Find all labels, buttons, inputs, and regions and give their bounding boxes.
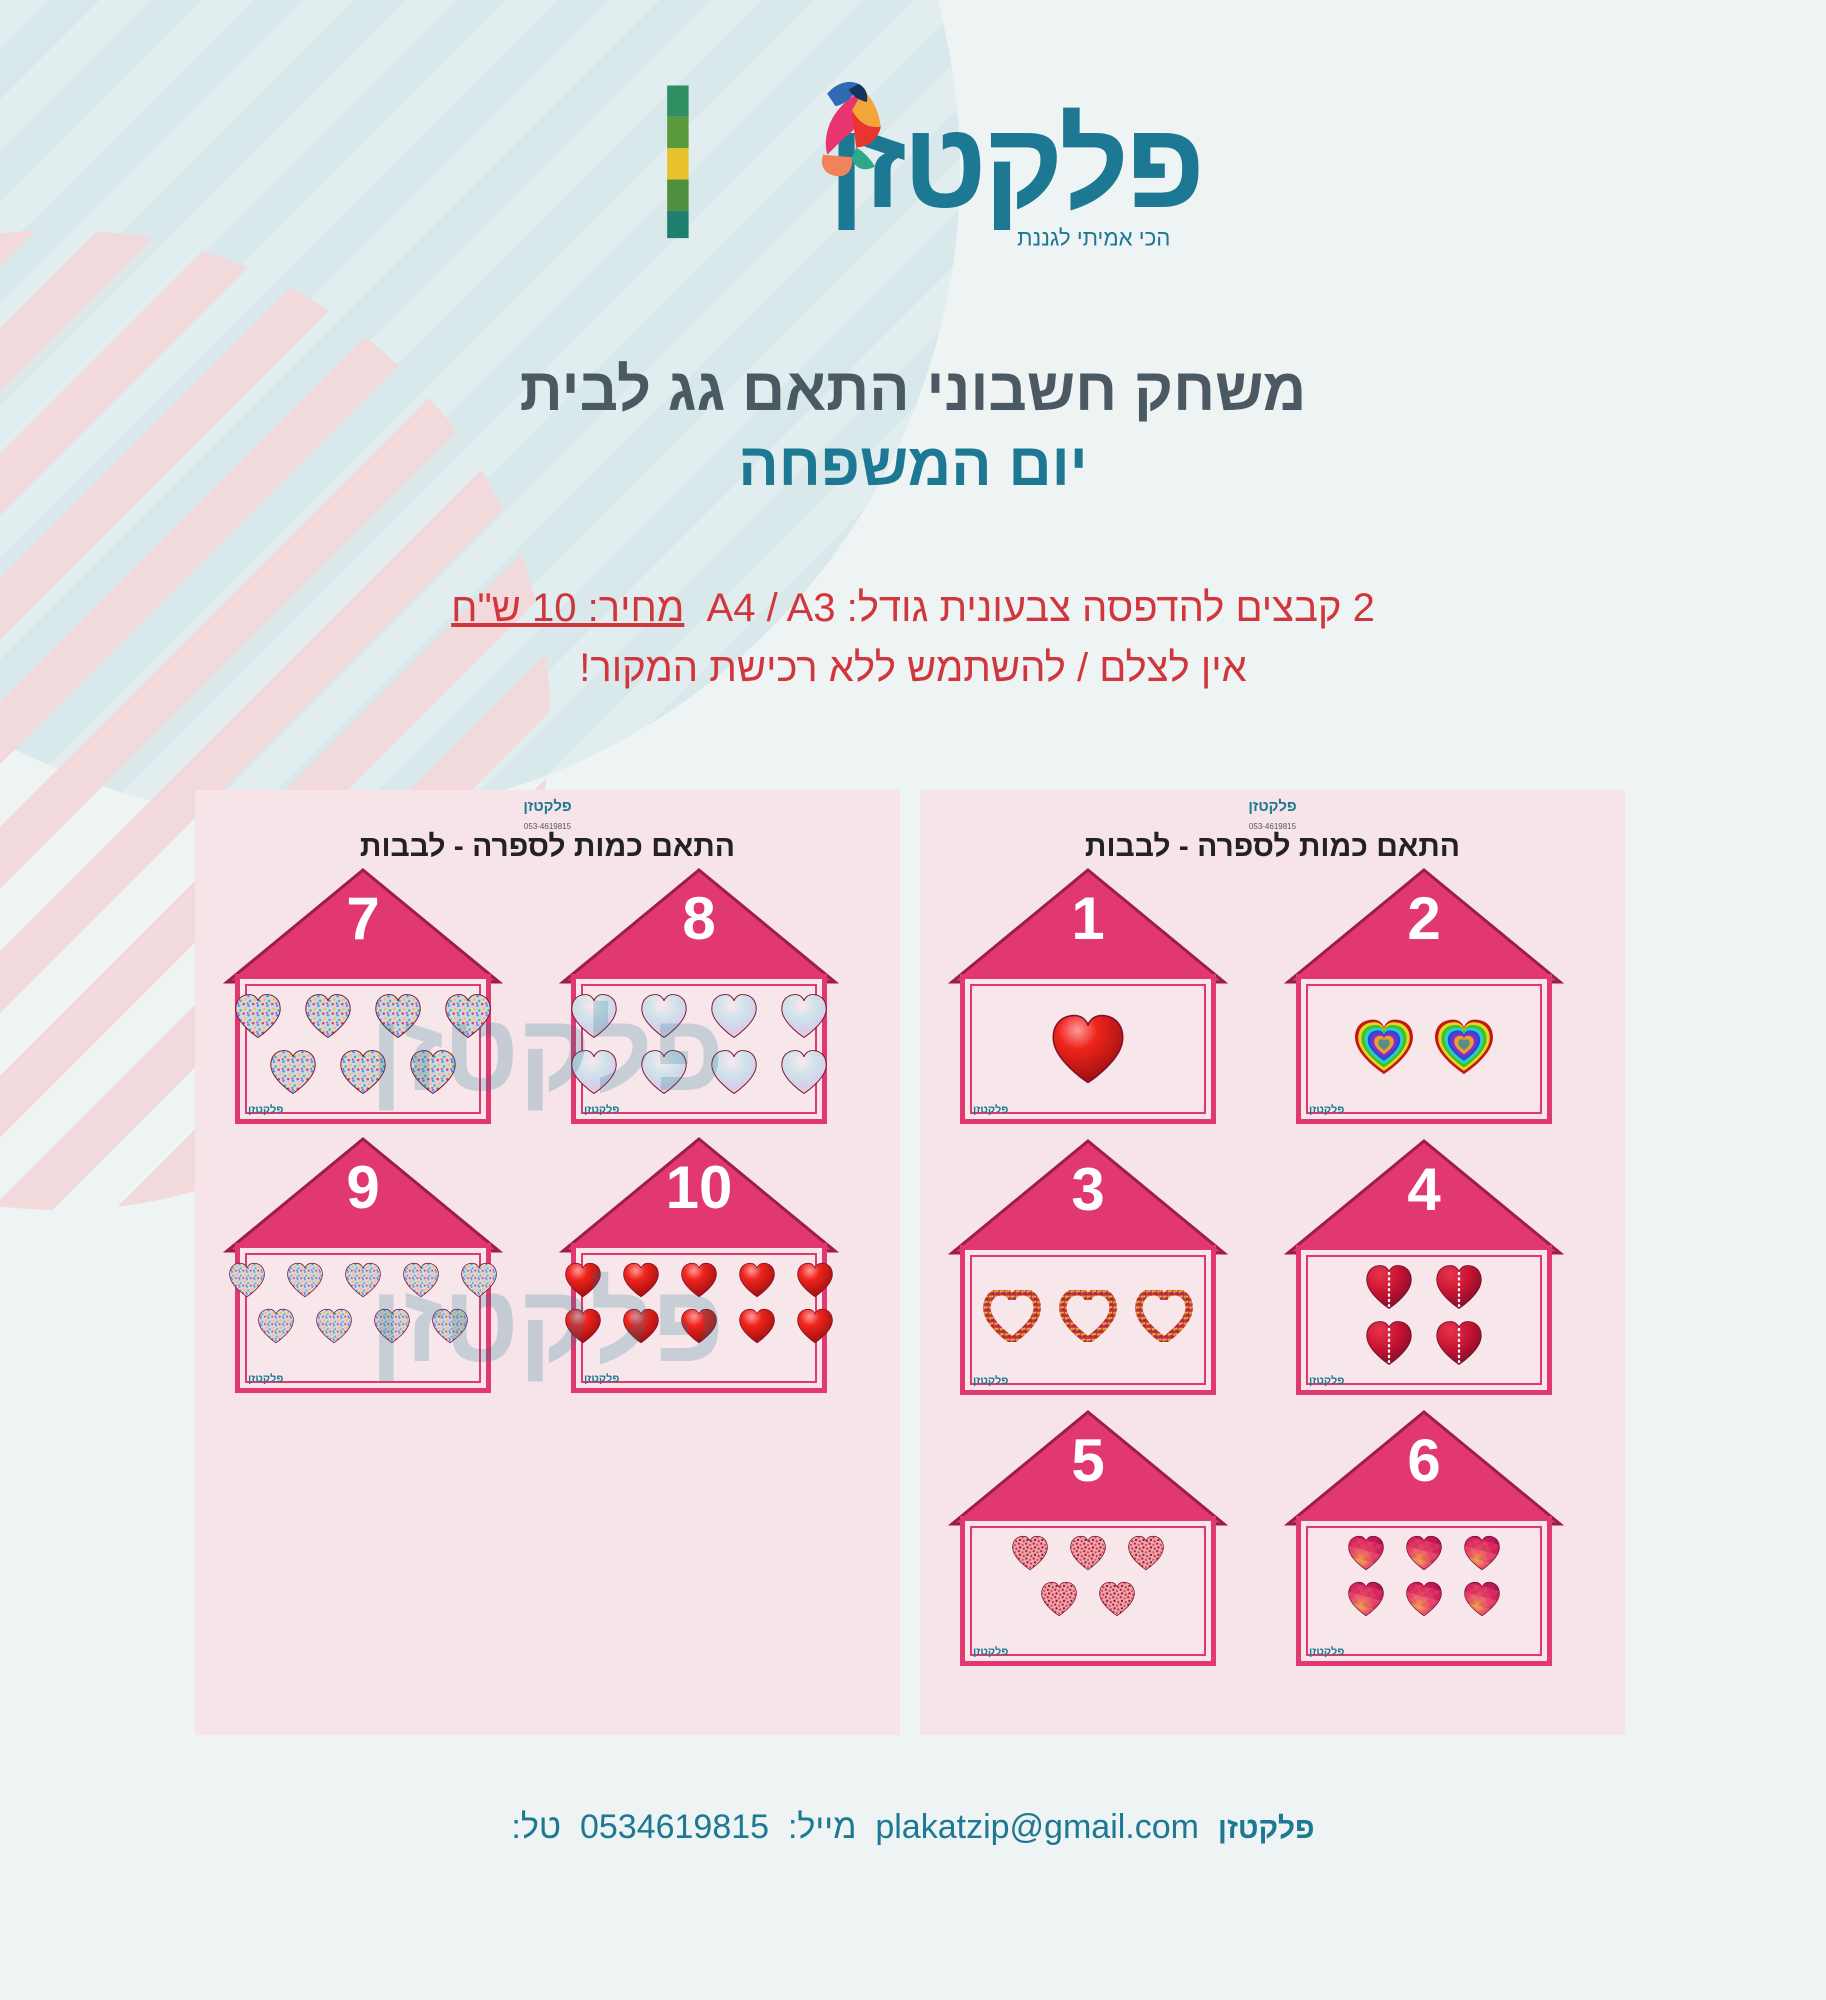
svg-text:פלקטזן: פלקטזן [370, 991, 725, 1114]
svg-text:הכי אמיתי לגננת: הכי אמיתי לגננת [1017, 226, 1170, 251]
svg-text:פלקטזן: פלקטזן [370, 1262, 725, 1385]
svg-text:פלקטזן: פלקטזן [828, 96, 1202, 233]
